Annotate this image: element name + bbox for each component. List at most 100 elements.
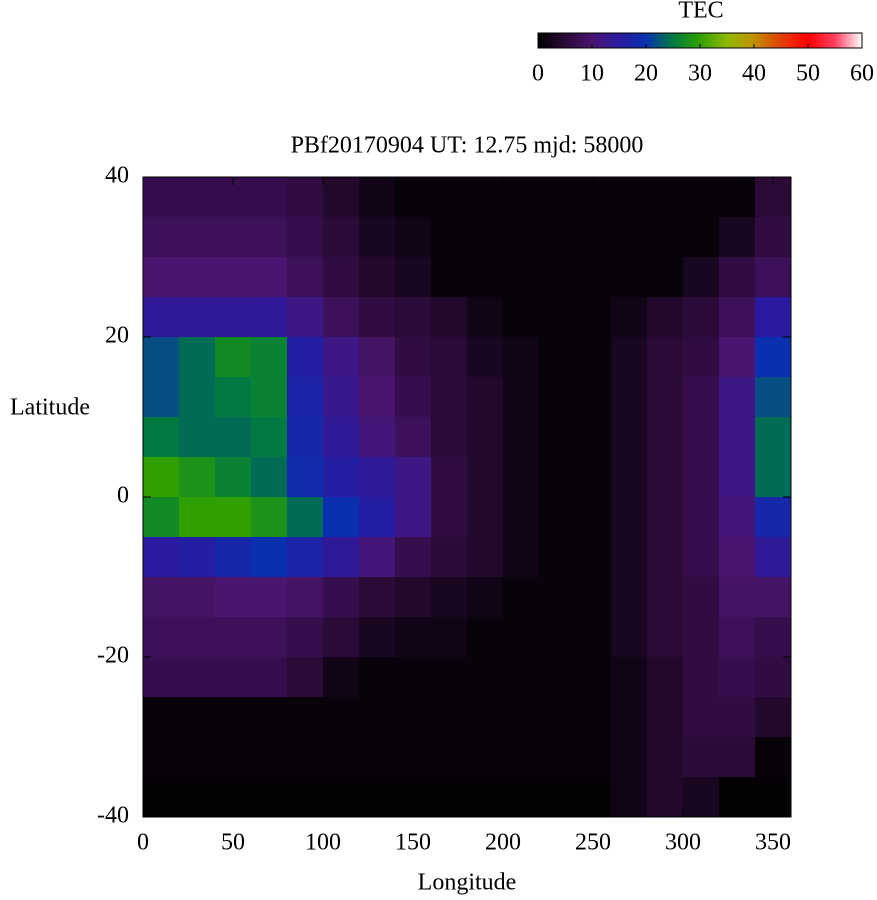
heatmap-cell xyxy=(755,657,792,698)
heatmap-cell xyxy=(683,537,720,578)
heatmap-cell xyxy=(647,657,684,698)
heatmap-cell xyxy=(287,537,324,578)
heatmap-cell xyxy=(503,217,540,258)
heatmap-cell xyxy=(215,417,252,458)
heatmap-cell xyxy=(323,297,360,338)
heatmap-cell xyxy=(719,457,756,498)
heatmap-cell xyxy=(539,177,576,218)
heatmap-cell xyxy=(431,697,468,738)
heatmap-cell xyxy=(251,737,288,778)
heatmap-cell xyxy=(503,577,540,618)
heatmap-cell xyxy=(215,337,252,378)
heatmap-cell xyxy=(755,217,792,258)
heatmap-cell xyxy=(647,177,684,218)
heatmap-cell xyxy=(539,657,576,698)
heatmap-cell xyxy=(647,217,684,258)
heatmap-cell xyxy=(431,777,468,818)
x-tick-label: 100 xyxy=(305,830,341,856)
heatmap-cell xyxy=(431,297,468,338)
heatmap-cell xyxy=(323,337,360,378)
heatmap-cell xyxy=(287,257,324,298)
heatmap-cell xyxy=(215,457,252,498)
heatmap-cell xyxy=(467,217,504,258)
heatmap-cell xyxy=(755,297,792,338)
heatmap-cell xyxy=(719,177,756,218)
heatmap-cell xyxy=(647,697,684,738)
heatmap-cell xyxy=(359,377,396,418)
heatmap-cell xyxy=(215,617,252,658)
heatmap-cell xyxy=(179,697,216,738)
heatmap-cell xyxy=(719,497,756,538)
colorbar-tick-label: 30 xyxy=(688,61,712,87)
heatmap-cell xyxy=(431,617,468,658)
heatmap-cell xyxy=(467,377,504,418)
y-tick-label: -40 xyxy=(97,803,129,829)
heatmap-cell xyxy=(359,257,396,298)
heatmap-cell xyxy=(359,337,396,378)
heatmap-cell xyxy=(287,297,324,338)
heatmap-cell xyxy=(575,257,612,298)
heatmap-cell xyxy=(755,337,792,378)
heatmap-cell xyxy=(503,737,540,778)
heatmap-cell xyxy=(683,777,720,818)
heatmap-cell xyxy=(395,297,432,338)
heatmap-cell xyxy=(683,297,720,338)
heatmap-cell xyxy=(251,217,288,258)
colorbar-tick-label: 40 xyxy=(742,61,766,87)
heatmap-cell xyxy=(683,577,720,618)
heatmap-cell xyxy=(611,537,648,578)
heatmap-cell xyxy=(287,337,324,378)
heatmap-cell xyxy=(251,657,288,698)
heatmap-cell xyxy=(647,497,684,538)
heatmap-cell xyxy=(683,337,720,378)
heatmap-cell xyxy=(467,657,504,698)
heatmap-cell xyxy=(395,457,432,498)
heatmap-cell xyxy=(575,377,612,418)
heatmap-cell xyxy=(431,417,468,458)
heatmap-cell xyxy=(215,217,252,258)
heatmap-cell xyxy=(647,337,684,378)
heatmap-cell xyxy=(755,697,792,738)
heatmap-cell xyxy=(503,337,540,378)
heatmap-cell xyxy=(539,497,576,538)
y-tick-label: -20 xyxy=(97,643,129,669)
heatmap-cell xyxy=(143,377,180,418)
heatmap-cell xyxy=(539,217,576,258)
heatmap-cell xyxy=(719,337,756,378)
heatmap-cell xyxy=(683,457,720,498)
heatmap-cell xyxy=(611,177,648,218)
heatmap-cell xyxy=(755,537,792,578)
heatmap-cell xyxy=(611,377,648,418)
heatmap-cell xyxy=(179,337,216,378)
heatmap-cell xyxy=(143,697,180,738)
heatmap-cell xyxy=(323,617,360,658)
heatmap-cell xyxy=(251,577,288,618)
heatmap-cell xyxy=(251,177,288,218)
heatmap-cell xyxy=(395,377,432,418)
heatmap-cell xyxy=(323,737,360,778)
heatmap-cell xyxy=(467,177,504,218)
heatmap-cell xyxy=(251,697,288,738)
heatmap-cell xyxy=(575,737,612,778)
heatmap-cell xyxy=(467,257,504,298)
heatmap-cell xyxy=(323,417,360,458)
heatmap-cell xyxy=(395,617,432,658)
heatmap-cell xyxy=(683,497,720,538)
heatmap-cell xyxy=(143,577,180,618)
heatmap-cell xyxy=(251,777,288,818)
heatmap-cell xyxy=(143,497,180,538)
heatmap-cell xyxy=(143,257,180,298)
heatmap-cell xyxy=(611,697,648,738)
heatmap-cell xyxy=(611,737,648,778)
heatmap-cell xyxy=(539,537,576,578)
heatmap-cell xyxy=(683,257,720,298)
heatmap-cell xyxy=(323,657,360,698)
y-axis-label: Latitude xyxy=(10,395,90,421)
heatmap-cell xyxy=(647,377,684,418)
heatmap-cell xyxy=(719,257,756,298)
heatmap-cell xyxy=(179,457,216,498)
heatmap-cell xyxy=(179,417,216,458)
heatmap-cell xyxy=(395,337,432,378)
heatmap-cell xyxy=(143,177,180,218)
heatmap-cell xyxy=(323,217,360,258)
